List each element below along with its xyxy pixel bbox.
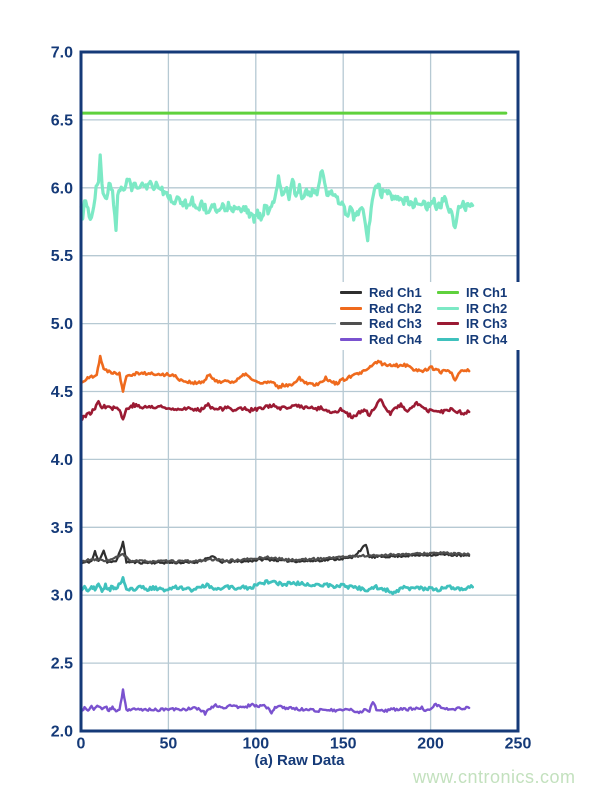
legend-column-ir: IR Ch1 IR Ch2 IR Ch3 IR Ch4 bbox=[437, 285, 520, 347]
legend-column-red: Red Ch1 Red Ch2 Red Ch3 Red Ch4 bbox=[336, 285, 437, 347]
y-tick-label: 4.0 bbox=[51, 452, 73, 469]
plot-border bbox=[79, 50, 520, 733]
legend: Red Ch1 Red Ch2 Red Ch3 Red Ch4 IR Ch1 bbox=[336, 282, 520, 350]
legend-item-ir-ch4: IR Ch4 bbox=[437, 332, 520, 348]
legend-label-red-ch2: Red Ch2 bbox=[369, 300, 422, 316]
legend-item-red-ch4: Red Ch4 bbox=[340, 332, 437, 348]
y-tick-label: 2.5 bbox=[51, 656, 73, 673]
series-line-ir-ch3 bbox=[79, 398, 471, 421]
y-tick-label: 7.0 bbox=[51, 45, 73, 62]
legend-swatch-red-ch1 bbox=[340, 291, 362, 295]
series-line-red-ch3 bbox=[79, 551, 471, 564]
legend-swatch-ir-ch4 bbox=[437, 337, 459, 341]
legend-item-red-ch2: Red Ch2 bbox=[340, 301, 437, 317]
legend-label-ir-ch4: IR Ch4 bbox=[466, 331, 508, 347]
x-tick-label: 150 bbox=[330, 736, 357, 753]
legend-label-red-ch4: Red Ch4 bbox=[369, 331, 422, 347]
x-tick-label: 100 bbox=[242, 736, 269, 753]
series-line-red-ch2 bbox=[79, 354, 471, 393]
legend-swatch-ir-ch2 bbox=[437, 306, 459, 310]
x-tick-label: 0 bbox=[77, 736, 86, 753]
legend-swatch-red-ch4 bbox=[340, 337, 362, 341]
legend-swatch-ir-ch1 bbox=[437, 291, 459, 295]
x-tick-label: 50 bbox=[160, 736, 178, 753]
legend-item-ir-ch1: IR Ch1 bbox=[437, 285, 520, 301]
y-tick-label: 5.0 bbox=[51, 316, 73, 333]
series-line-ir-ch2 bbox=[79, 153, 475, 243]
legend-swatch-ir-ch3 bbox=[437, 322, 459, 326]
series-line-ir-ch4 bbox=[79, 576, 474, 596]
y-tick-label: 2.0 bbox=[51, 724, 73, 741]
legend-swatch-red-ch2 bbox=[340, 306, 362, 310]
y-tick-label: 3.5 bbox=[51, 520, 73, 537]
legend-label-red-ch1: Red Ch1 bbox=[369, 285, 422, 301]
y-tick-label: 3.0 bbox=[51, 588, 73, 605]
y-tick-label: 5.5 bbox=[51, 248, 73, 265]
y-tick-label: 6.5 bbox=[51, 112, 73, 129]
legend-label-ir-ch1: IR Ch1 bbox=[466, 285, 508, 301]
y-tick-label: 6.0 bbox=[51, 180, 73, 197]
legend-label-red-ch3: Red Ch3 bbox=[369, 316, 422, 332]
x-tick-label: 200 bbox=[417, 736, 444, 753]
series-line-red-ch4 bbox=[79, 688, 471, 716]
legend-label-ir-ch3: IR Ch3 bbox=[466, 316, 508, 332]
x-tick-label: 250 bbox=[505, 736, 532, 753]
watermark-text: www.cntronics.com bbox=[413, 767, 576, 787]
x-axis-caption: (a) Raw Data bbox=[254, 752, 345, 769]
legend-item-ir-ch2: IR Ch2 bbox=[437, 301, 520, 317]
y-tick-label: 4.5 bbox=[51, 384, 73, 401]
series-line-red-ch1 bbox=[79, 540, 471, 565]
legend-item-red-ch1: Red Ch1 bbox=[340, 285, 437, 301]
legend-label-ir-ch2: IR Ch2 bbox=[466, 300, 508, 316]
legend-swatch-red-ch3 bbox=[340, 322, 362, 326]
legend-item-red-ch3: Red Ch3 bbox=[340, 316, 437, 332]
legend-item-ir-ch3: IR Ch3 bbox=[437, 316, 520, 332]
